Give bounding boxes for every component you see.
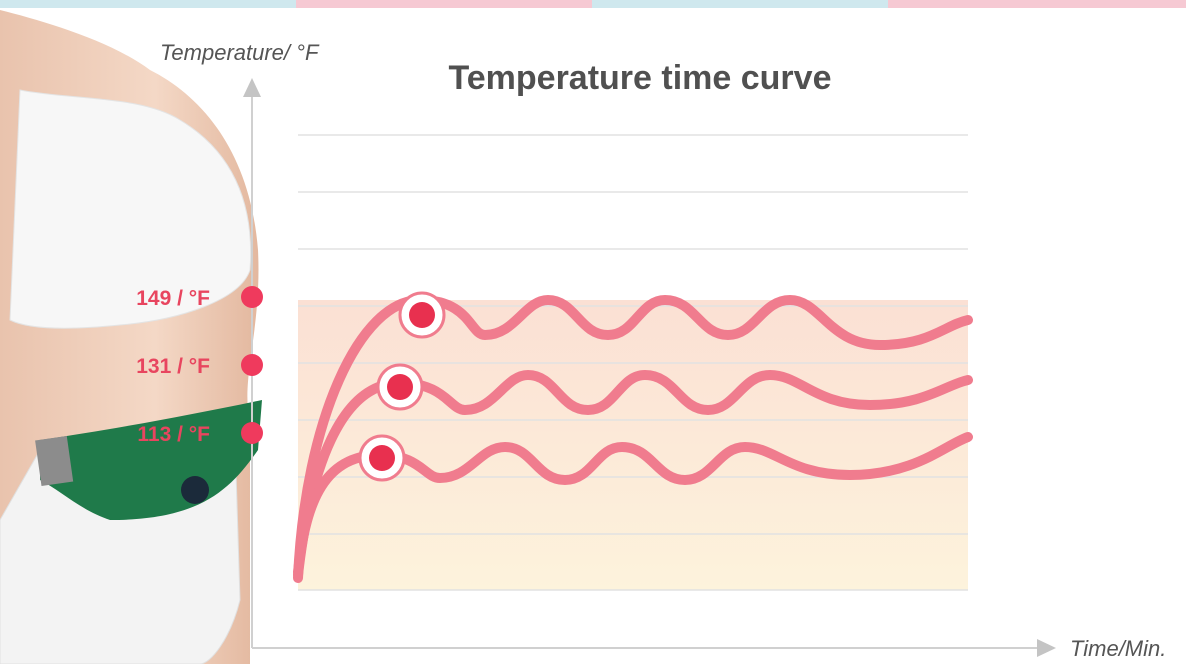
title: Temperature time curve: [449, 59, 832, 97]
marker-dot: [241, 422, 263, 444]
marker-label: 113 / °F: [137, 423, 210, 446]
marker-label: 131 / °F: [136, 355, 210, 378]
infographic: 149 / °F 131 / °F 113 / °F Temperature t…: [0, 0, 1186, 664]
marker-dot: [241, 354, 263, 376]
marker-label: 149 / °F: [136, 287, 210, 310]
y-axis-label: Temperature/ °F: [160, 40, 320, 65]
x-axis-label: Time/Min.: [1070, 636, 1166, 661]
model-figure: [0, 10, 262, 664]
top-strips: [0, 0, 1186, 8]
marker-dot: [241, 286, 263, 308]
